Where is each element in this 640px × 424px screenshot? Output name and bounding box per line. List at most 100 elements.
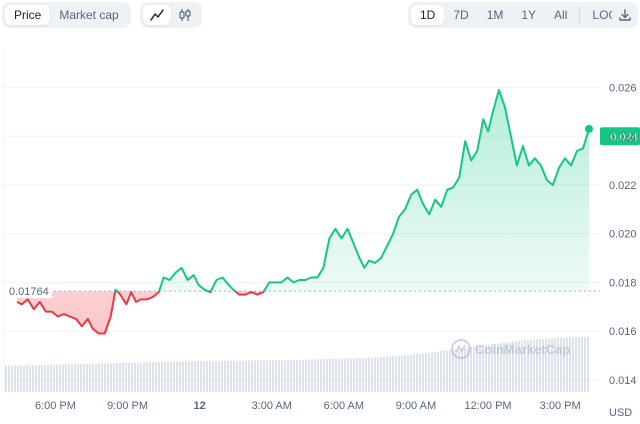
volume-bar [446,350,448,392]
reference-price-tag: 0.01764 [4,284,52,299]
volume-bar [545,338,547,392]
volume-bar [296,359,298,392]
volume-bar [23,365,25,392]
range-1d[interactable]: 1D [411,5,445,25]
volume-bar [575,337,577,392]
volume-bar [221,360,223,392]
range-1m[interactable]: 1M [486,8,504,22]
chart-type-group [140,2,202,28]
volume-bar [242,360,244,392]
volume-bar [527,340,529,392]
volume-bar [206,360,208,392]
volume-bar [557,338,559,392]
volume-bar [104,363,106,392]
volume-bar [518,340,520,392]
volume-bar [578,337,580,392]
volume-bar [128,362,130,392]
volume-bar [539,339,541,392]
range-7d[interactable]: 7D [453,8,469,22]
volume-bar [383,356,385,392]
volume-bar [125,362,127,392]
volume-bar [32,365,34,392]
volume-bar [38,365,40,392]
volume-bar [14,365,16,392]
candlestick-button[interactable] [171,5,199,25]
volume-bar [260,360,262,392]
volume-bar [155,362,157,392]
volume-bar [191,361,193,392]
volume-bar [470,346,472,392]
volume-bar [512,341,514,392]
volume-bar [293,359,295,392]
volume-bar [173,361,175,392]
volume-bar [299,359,301,392]
volume-bar [179,361,181,392]
volume-bar [311,359,313,392]
volume-bar [149,362,151,392]
volume-bar [53,364,55,392]
volume-bar [329,359,331,392]
volume-bar [308,359,310,392]
tab-market-cap[interactable]: Market cap [59,8,119,22]
volume-bar [269,360,271,392]
volume-bar [284,360,286,392]
volume-bar [416,353,418,392]
volume-bar [371,357,373,392]
current-price-dot[interactable] [585,124,593,133]
volume-bar [200,361,202,392]
volume-bar [581,337,583,392]
volume-bar [464,347,466,392]
volume-bar [194,361,196,392]
volume-bar [314,359,316,392]
volume-bar [212,360,214,392]
volume-bar [428,352,430,392]
volume-bar [41,365,43,392]
x-tick-label: 6:00 AM [324,400,364,412]
volume-bar [425,353,427,392]
volume-bar [515,341,517,392]
volume-bar [62,364,64,392]
volume-bar [56,364,58,392]
volume-bar [479,345,481,392]
volume-bar [236,360,238,392]
volume-bar [227,360,229,392]
volume-bar [239,360,241,392]
volume-bars [5,336,589,392]
current-price-tag-bg [600,127,640,146]
price-area-below-reference [17,291,589,334]
volume-bar [122,362,124,392]
volume-bar [551,338,553,392]
y-axis-labels: 0.014 0.016 0.018 0.020 0.022 0.024 0.026 [609,83,637,387]
range-1y[interactable]: 1Y [521,8,537,22]
line-chart-button[interactable] [143,5,171,25]
volume-bar [563,337,565,392]
volume-bar [110,363,112,392]
volume-bar [152,362,154,392]
tab-price[interactable]: Price [5,5,51,25]
volume-bar [506,342,508,392]
y-tick-label: 0.024 [609,131,637,143]
volume-bar [467,347,469,392]
volume-bar [176,361,178,392]
range-all[interactable]: All [554,8,568,22]
volume-bar [461,348,463,392]
volume-bar [47,364,49,392]
volume-bar [455,349,457,392]
reference-price-tag-bg [4,284,52,299]
volume-bar [332,358,334,392]
log-scale-toggle[interactable]: LOG [592,8,618,22]
volume-bar [116,363,118,392]
volume-bar [245,360,247,392]
volume-bar [248,360,250,392]
volume-bar [215,360,217,392]
download-button[interactable] [612,2,638,28]
price-line-above-reference [114,89,590,292]
y-tick-label: 0.022 [609,180,637,192]
coinmarketcap-logo-mark [455,344,466,353]
volume-bar [533,339,535,392]
volume-bar [341,358,343,392]
range-divider [579,7,581,23]
volume-bar [164,361,166,392]
metric-tab-group: Price Market cap [2,2,131,28]
